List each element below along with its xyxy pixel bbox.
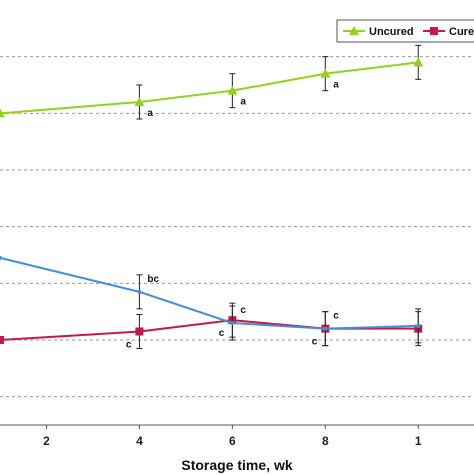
legend-marker-0	[349, 26, 359, 35]
data-point-2-2	[230, 321, 235, 325]
data-point-1-1	[135, 327, 144, 336]
x-tick-label-4: 1	[415, 434, 422, 448]
data-point-0-4	[413, 57, 424, 67]
grid-lines	[0, 56, 474, 398]
data-point-0-3	[320, 68, 331, 78]
point-label-1-2: c	[219, 328, 225, 339]
legend-box	[336, 19, 474, 43]
legend-marker-1	[430, 27, 438, 35]
x-axis: 2 4 6 8 1 Storage time, wk	[0, 424, 474, 473]
point-label-2-3: c	[333, 311, 339, 322]
x-tick-label-0: 2	[43, 434, 50, 448]
legend: Uncured Cure	[336, 19, 474, 43]
legend-label-1: Cure	[449, 26, 474, 38]
series-2: bc c c	[0, 255, 422, 347]
series-0: a a a	[0, 44, 424, 120]
x-axis-label: Storage time, wk	[181, 457, 292, 473]
x-tick-label-3: 8	[322, 434, 329, 448]
legend-label-0: Uncured	[369, 26, 414, 38]
point-label-2-2: c	[240, 305, 246, 316]
data-point-2-1	[137, 289, 142, 294]
data-point-0-1	[134, 97, 145, 106]
data-point-2-3	[323, 326, 328, 331]
point-label-2-1: bc	[147, 274, 159, 285]
series-line-2	[0, 256, 419, 330]
point-label-0-1: a	[147, 108, 153, 119]
point-label-1-1: c	[126, 340, 132, 351]
data-point-2-4	[416, 323, 421, 328]
data-point-0-0	[0, 108, 5, 118]
data-point-1-0	[0, 336, 4, 344]
series-line-0	[0, 61, 419, 115]
series-layer: a a a c c c bc c c	[0, 44, 424, 351]
series-line-1	[0, 319, 419, 341]
x-tick-label-2: 6	[229, 434, 236, 448]
data-point-2-0	[0, 255, 2, 260]
point-label-1-3: c	[312, 337, 318, 348]
x-tick-label-1: 4	[136, 434, 143, 448]
data-point-0-2	[227, 85, 238, 95]
point-label-0-3: a	[333, 80, 339, 91]
point-label-0-2: a	[240, 97, 246, 108]
